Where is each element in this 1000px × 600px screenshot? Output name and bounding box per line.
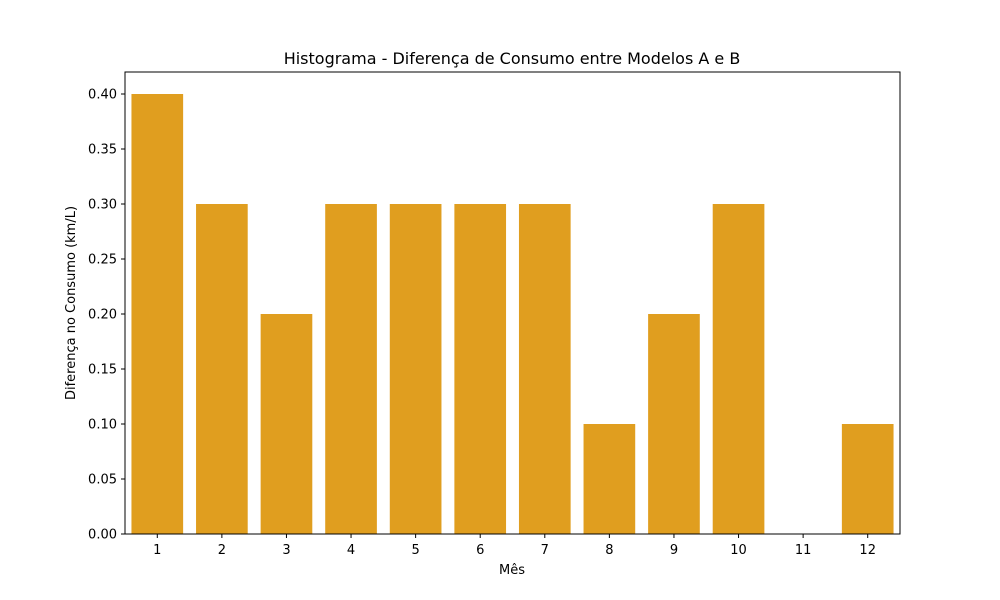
x-tick-label: 10 [730,543,747,558]
bar-7 [518,204,571,534]
y-tick-label: 0.20 [88,308,117,323]
y-axis: 0.00 0.05 0.10 0.15 0.20 0.25 0.30 0.35 0.40 [88,88,125,543]
x-tick-label: 3 [282,543,290,558]
bar-10 [712,204,765,534]
bar-8 [583,424,636,534]
x-tick-label: 8 [605,543,613,558]
y-tick-label: 0.40 [88,88,117,103]
y-tick-label: 0.35 [88,143,117,158]
x-tick-label: 11 [795,543,812,558]
y-axis-label: Diferença no Consumo (km/L) [64,206,79,400]
bars-layer [131,94,894,534]
bar-6 [454,204,507,534]
x-tick-label: 7 [541,543,549,558]
plot-frame [124,71,901,535]
x-tick-label: 12 [859,543,876,558]
x-tick-label: 6 [476,543,484,558]
x-axis: 1 2 3 4 5 6 7 8 9 10 11 12 [153,534,876,558]
bar-12 [841,424,894,534]
x-tick-label: 1 [153,543,161,558]
y-tick-label: 0.00 [88,528,117,543]
x-tick-label: 2 [218,543,226,558]
bar-3 [260,314,313,534]
bar-1 [131,94,184,534]
x-axis-label: Mês [499,563,525,578]
y-tick-label: 0.30 [88,198,117,213]
y-tick-label: 0.15 [88,363,117,378]
x-tick-label: 4 [347,543,355,558]
y-tick-label: 0.25 [88,253,117,268]
bar-4 [325,204,377,534]
y-tick-label: 0.05 [88,473,117,488]
x-tick-label: 5 [411,543,419,558]
bar-9 [648,314,700,534]
y-tick-label: 0.10 [88,418,117,433]
chart-title: Histograma - Diferença de Consumo entre … [284,49,741,68]
bar-2 [196,204,248,534]
x-tick-label: 9 [670,543,678,558]
bar-5 [389,204,442,534]
